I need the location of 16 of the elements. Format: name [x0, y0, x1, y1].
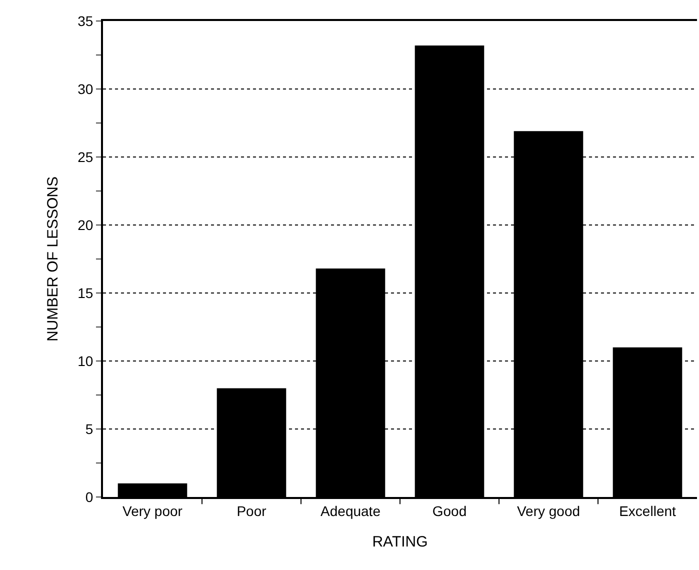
y-tick-label: 20	[78, 216, 94, 233]
y-tick-label: 25	[78, 148, 94, 165]
x-axis-title: RATING	[372, 533, 428, 550]
y-tick-label: 5	[85, 420, 94, 437]
y-tick-label: 35	[78, 12, 94, 29]
y-axis-title: NUMBER OF LESSONS	[44, 176, 62, 342]
x-tick-label: Very poor	[122, 502, 183, 519]
x-tick-label: Poor	[236, 502, 267, 519]
y-tick-label: 15	[78, 284, 94, 301]
x-tick-label: Very good	[516, 502, 580, 519]
y-tick-label: 0	[85, 488, 94, 505]
y-tick-label: 30	[78, 80, 94, 97]
x-tick-label: Good	[432, 502, 467, 519]
x-tick-label: Excellent	[619, 502, 676, 519]
y-tick-label: 10	[78, 352, 94, 369]
x-tick-label: Adequate	[320, 502, 381, 519]
